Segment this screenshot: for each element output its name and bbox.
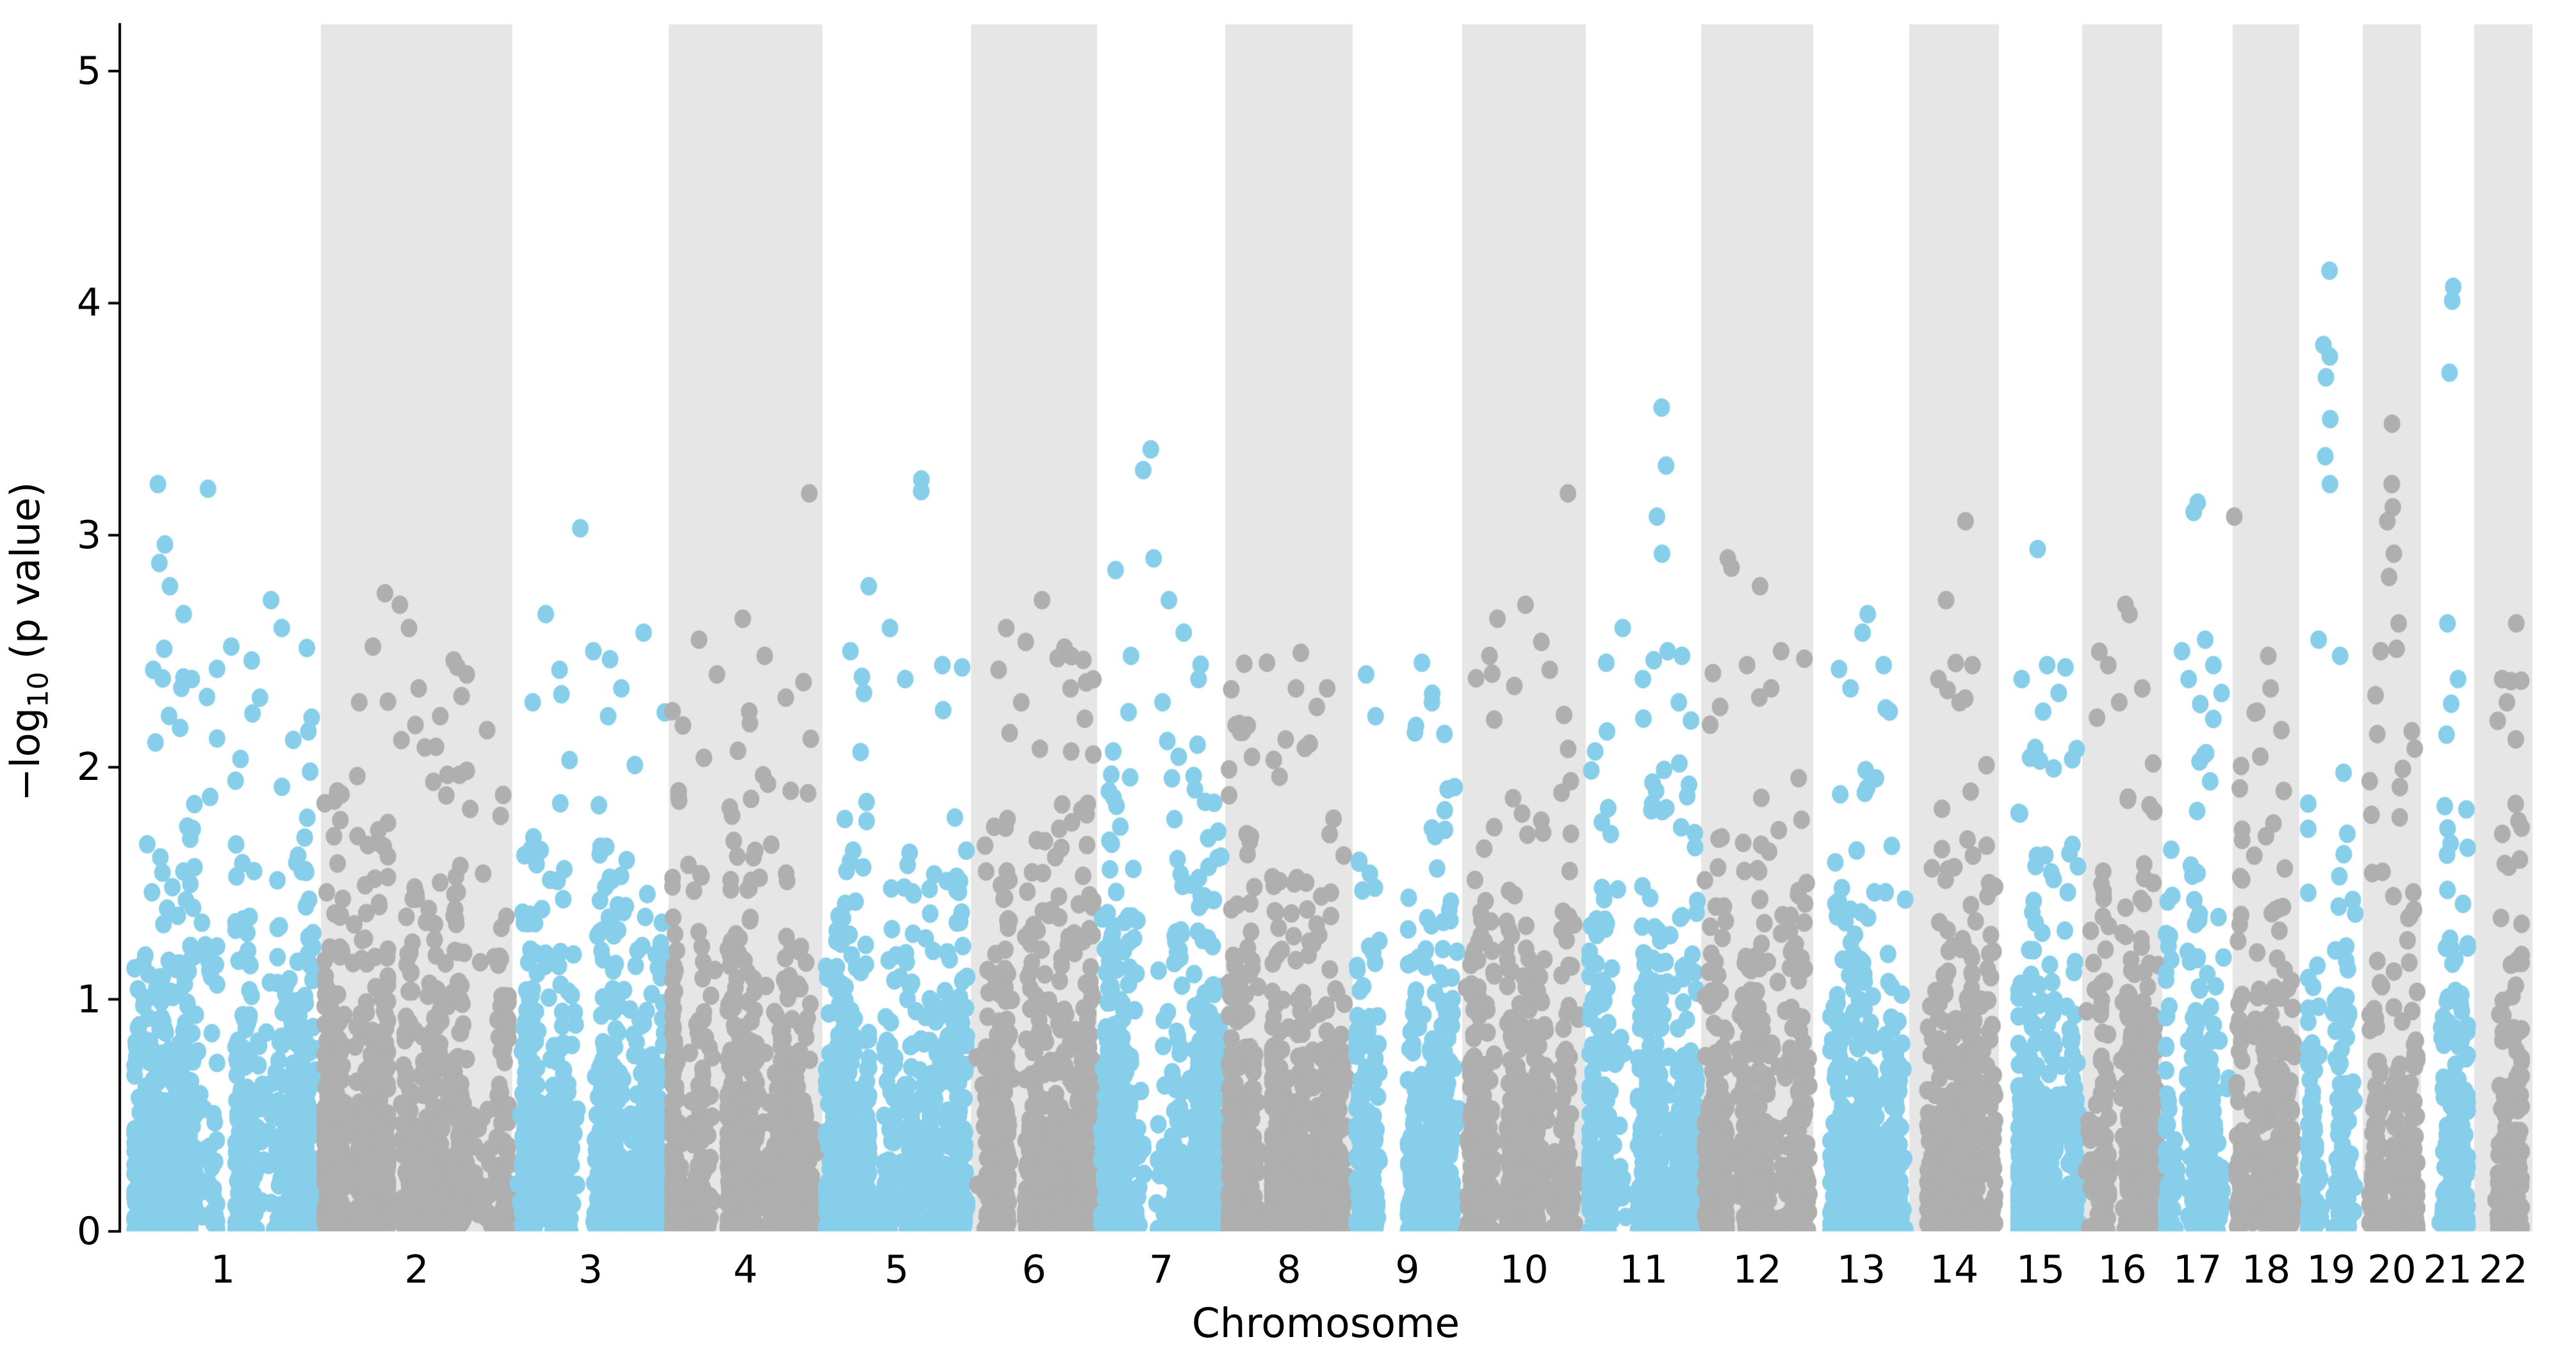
x-tick-label-chr12: 12	[1732, 1247, 1782, 1292]
x-tick-label-chr6: 6	[1022, 1247, 1047, 1292]
y-tick-label-3: 3	[76, 512, 101, 558]
y-axis-label-subscript: 10	[22, 672, 55, 708]
x-tick-label-chr17: 17	[2172, 1247, 2222, 1292]
x-axis-label: Chromosome	[1191, 1300, 1460, 1347]
x-tick-label-chr18: 18	[2241, 1247, 2291, 1292]
x-tick-label-chr1: 1	[210, 1247, 236, 1292]
y-tick-label-1: 1	[76, 977, 101, 1022]
x-tick-label-chr21: 21	[2423, 1247, 2472, 1292]
x-tick-label-chr22: 22	[2479, 1247, 2528, 1292]
y-axis-label-suffix: (p value)	[2, 482, 49, 672]
x-tick-label-chr10: 10	[1499, 1247, 1549, 1292]
x-tick-label-chr4: 4	[733, 1247, 758, 1292]
x-tick-label-chr16: 16	[2098, 1247, 2147, 1292]
x-tick-label-chr14: 14	[1929, 1247, 1979, 1292]
x-tick-label-chr20: 20	[2367, 1247, 2417, 1292]
y-tick-label-0: 0	[76, 1209, 101, 1254]
y-axis-label: −log10 (p value)	[0, 352, 55, 931]
x-tick-label-chr19: 19	[2306, 1247, 2356, 1292]
y-tick-label-5: 5	[76, 49, 101, 93]
x-tick-label-chr3: 3	[578, 1247, 603, 1292]
y-tick-label-4: 4	[76, 280, 101, 326]
x-tick-label-chr5: 5	[884, 1247, 909, 1292]
y-tick-label-2: 2	[76, 745, 101, 790]
x-tick-label-chr7: 7	[1148, 1247, 1174, 1292]
x-tick-label-chr8: 8	[1276, 1247, 1301, 1292]
x-tick-label-chr11: 11	[1618, 1247, 1668, 1292]
x-tick-label-chr9: 9	[1395, 1247, 1420, 1292]
x-tick-label-chr15: 15	[2016, 1247, 2066, 1292]
x-tick-label-chr13: 13	[1836, 1247, 1886, 1292]
x-tick-label-chr2: 2	[404, 1247, 429, 1292]
